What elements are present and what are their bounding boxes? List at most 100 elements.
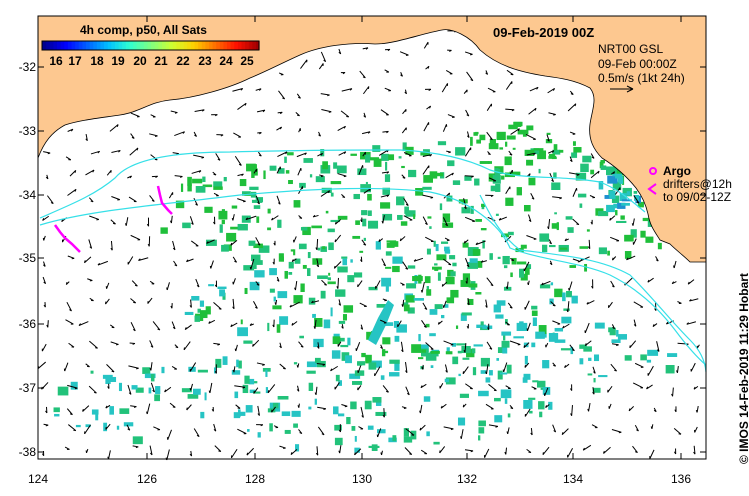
current-vector-head (157, 328, 161, 331)
current-vector-head (218, 450, 221, 452)
current-vector (442, 124, 447, 132)
current-vector (88, 385, 97, 394)
current-vector (65, 319, 74, 325)
colorbar-segment (56, 41, 61, 50)
sst-patch (478, 390, 489, 397)
colorbar-label: 25 (240, 54, 254, 68)
colorbar-segment (255, 41, 260, 50)
sst-patch (365, 181, 368, 185)
sst-patch (194, 315, 201, 322)
sst-patch (338, 380, 342, 386)
current-vector-head (591, 156, 595, 159)
sst-patch (295, 444, 300, 452)
sst-patch (269, 165, 277, 171)
current-vector-head (485, 305, 488, 308)
sst-patch (307, 252, 311, 259)
sst-patch (361, 210, 368, 216)
colorbar-segment (154, 41, 159, 50)
sst-patch (197, 308, 201, 313)
sst-patch (352, 381, 363, 385)
current-vector (507, 427, 510, 435)
colorbar-segment (251, 41, 256, 50)
current-vector (252, 339, 260, 347)
current-scale-arrow-head (626, 85, 634, 93)
current-vector-head (362, 76, 366, 79)
sst-patch (337, 413, 345, 417)
sst-patch (501, 331, 512, 336)
current-vector (419, 424, 426, 431)
current-vector (381, 258, 386, 267)
current-vector (505, 447, 508, 455)
current-vector-head (445, 223, 448, 227)
sst-patch (132, 436, 143, 445)
sst-patch (293, 200, 301, 208)
current-vector-head (420, 290, 423, 293)
current-vector (174, 131, 185, 137)
latitude-tick-label: -34 (18, 188, 36, 202)
current-vector-head (547, 226, 550, 230)
current-vector-head (423, 325, 427, 328)
colorbar-segment (186, 41, 191, 50)
current-vector (443, 258, 452, 266)
sst-patch (277, 291, 288, 299)
sst-patch (298, 243, 307, 250)
current-vector (486, 131, 493, 141)
current-vector-head (424, 307, 428, 310)
current-vector (164, 386, 172, 393)
current-vector (67, 255, 75, 259)
current-vector-head (427, 66, 430, 69)
current-vector (150, 362, 153, 371)
sst-patch (287, 152, 294, 156)
sst-patch (480, 321, 484, 326)
current-vector (311, 300, 320, 304)
sst-patch (539, 284, 551, 289)
sst-patch (247, 429, 250, 432)
current-vector-head (564, 238, 567, 242)
current-vector-head (553, 364, 556, 367)
current-vector (422, 194, 434, 199)
sst-patch (230, 226, 239, 230)
current-vector (423, 41, 429, 49)
current-vector-head (409, 453, 412, 455)
sst-patch (538, 168, 541, 174)
sst-patch (334, 424, 342, 431)
sst-patch (489, 253, 493, 260)
sst-patch (492, 175, 501, 184)
current-vector (523, 342, 530, 349)
sst-patch (213, 181, 223, 187)
sst-patch (422, 186, 432, 190)
sst-patch (373, 158, 382, 167)
bathymetry-contour-layer (39, 149, 707, 373)
sst-patch (367, 210, 372, 216)
sst-patch (548, 332, 559, 342)
current-vector-head (277, 202, 281, 205)
sst-patch (398, 156, 402, 159)
sst-patch (554, 288, 563, 298)
current-vector (403, 152, 412, 157)
current-vector (43, 151, 51, 154)
sst-patch (102, 374, 113, 379)
current-vector (568, 281, 573, 291)
colorbar-segment (183, 41, 188, 50)
sst-patch (365, 154, 371, 163)
colorbar-label: 23 (198, 54, 212, 68)
current-vector (361, 239, 367, 246)
sst-patch (184, 311, 194, 315)
current-vector-head (401, 304, 404, 307)
colorbar-segment (136, 41, 141, 50)
sst-patch (612, 181, 622, 191)
sst-patch (340, 344, 349, 348)
sst-patch (367, 425, 374, 430)
current-vector-head (127, 428, 131, 431)
sst-patch (242, 384, 249, 394)
sst-patch (221, 219, 225, 225)
sst-patch (473, 344, 483, 347)
sst-patch (342, 314, 348, 321)
sst-patch (553, 172, 557, 179)
sst-patch (537, 150, 547, 160)
current-vector (232, 298, 235, 309)
current-vector-head (322, 364, 326, 366)
sst-patch (496, 131, 506, 141)
current-vector (237, 198, 246, 202)
colorbar-segment (226, 41, 231, 50)
